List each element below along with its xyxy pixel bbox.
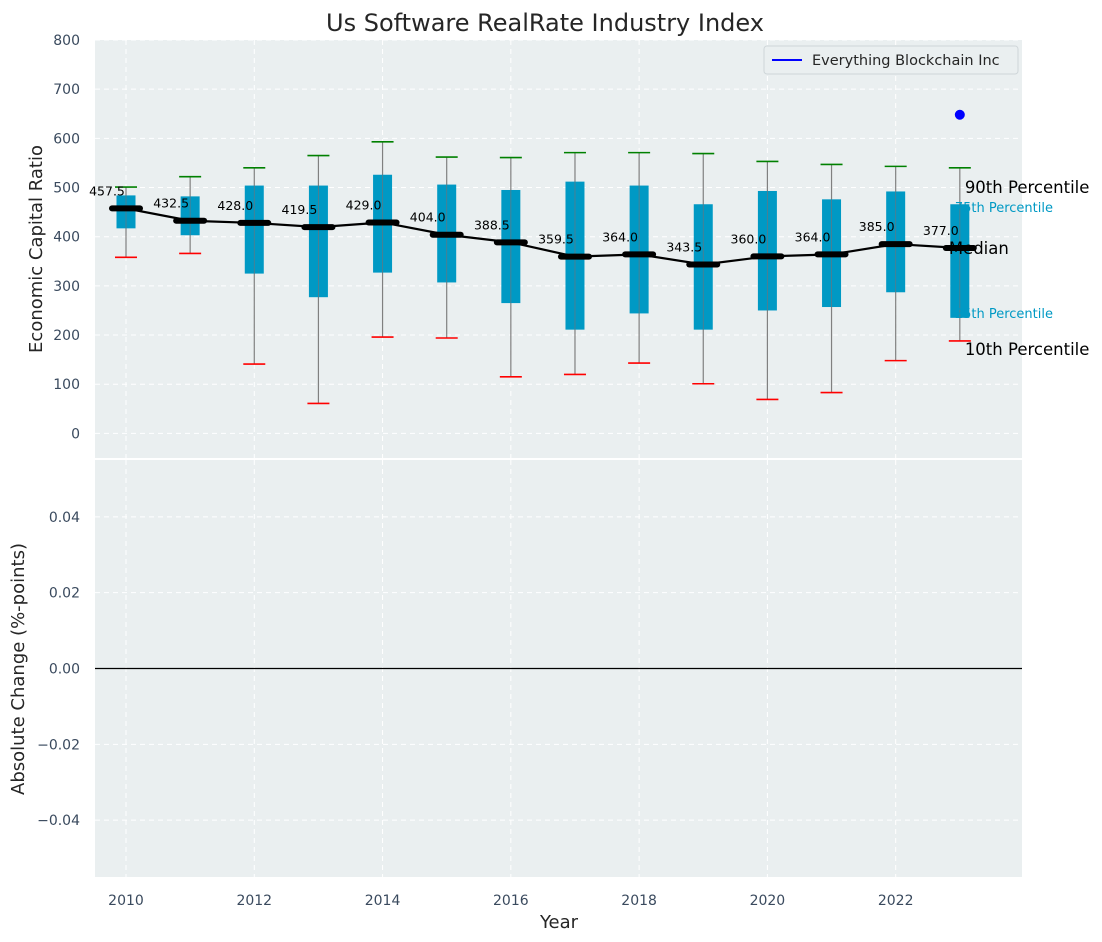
boxplot-2018 <box>628 151 651 364</box>
y-tick-label: 100 <box>53 377 80 393</box>
legend: Everything Blockchain Inc <box>763 45 1019 75</box>
median-value-labels: 457.5 432.5 428.0 419.5 429.0 404.0 388.5 359.5… <box>89 183 959 254</box>
median-value-label: 429.0 <box>346 197 382 212</box>
median-value-label: 360.0 <box>731 231 767 246</box>
company-marker <box>954 109 965 120</box>
p25-side-label: 25th Percentile <box>955 307 1053 322</box>
boxplot-2011 <box>179 175 202 255</box>
p75-side-label: 75th Percentile <box>955 201 1053 216</box>
median-value-label: 404.0 <box>410 210 446 225</box>
legend-entry: Everything Blockchain Inc <box>812 53 1000 69</box>
x-tick-label: 2020 <box>750 893 786 909</box>
bottom-y-ticks: −0.04 −0.02 0.00 0.02 0.04 <box>37 510 80 829</box>
x-tick-label: 2016 <box>493 893 529 909</box>
y-tick-label: 200 <box>53 328 80 344</box>
median-value-label: 419.5 <box>282 202 318 217</box>
top-y-ticks: 0 100 200 300 400 500 600 700 800 <box>53 33 80 442</box>
y-tick-label: 0.02 <box>49 586 80 602</box>
median-value-label: 377.0 <box>923 223 959 238</box>
median-trend <box>109 205 977 268</box>
x-tick-label: 2022 <box>878 893 914 909</box>
x-tick-label: 2014 <box>365 893 401 909</box>
x-tick-label: 2012 <box>236 893 272 909</box>
median-value-label: 388.5 <box>474 217 510 232</box>
y-tick-label: 0 <box>71 426 80 442</box>
percentile-side-labels: 90th Percentile 75th Percentile Median 25th… <box>949 178 1090 359</box>
boxplot-2016 <box>499 156 522 378</box>
y-tick-label: 500 <box>53 181 80 197</box>
x-axis-label: Year <box>539 912 579 933</box>
median-value-label: 457.5 <box>89 183 125 198</box>
median-value-label: 432.5 <box>153 196 189 211</box>
y-tick-label: 0.04 <box>49 510 80 526</box>
top-plot-area <box>95 40 1022 458</box>
y-tick-label: 0.00 <box>49 662 80 678</box>
chart-title: Us Software RealRate Industry Index <box>326 9 764 37</box>
median-value-label: 428.0 <box>217 198 253 213</box>
median-side-label: Median <box>949 239 1009 258</box>
y-tick-label: 700 <box>53 82 80 98</box>
y-tick-label: 600 <box>53 131 80 147</box>
x-tick-label: 2018 <box>621 893 657 909</box>
median-value-label: 359.5 <box>538 232 574 247</box>
y-tick-label: −0.04 <box>37 813 80 829</box>
median-value-label: 364.0 <box>795 229 831 244</box>
median-value-label: 364.0 <box>602 229 638 244</box>
boxplot-2013 <box>307 154 330 405</box>
x-ticks: 2010 2012 2014 2016 2018 2020 2022 <box>108 893 913 909</box>
bottom-y-axis-label: Absolute Change (%-points) <box>8 543 29 795</box>
y-tick-label: 800 <box>53 33 80 49</box>
boxplot-2023 <box>948 167 971 342</box>
median-value-label: 385.0 <box>859 219 895 234</box>
p10-side-label: 10th Percentile <box>965 340 1090 359</box>
boxplot-2010 <box>115 186 137 259</box>
boxplot-2012 <box>243 167 266 365</box>
x-tick-label: 2010 <box>108 893 144 909</box>
boxplot-2020 <box>756 160 779 401</box>
y-tick-label: 400 <box>53 230 80 246</box>
y-tick-label: 300 <box>53 279 80 295</box>
y-tick-label: −0.02 <box>37 737 80 753</box>
median-value-label: 343.5 <box>666 239 702 254</box>
top-y-axis-label: Economic Capital Ratio <box>26 145 47 353</box>
p90-side-label: 90th Percentile <box>965 178 1090 197</box>
bottom-grid <box>95 460 1022 877</box>
